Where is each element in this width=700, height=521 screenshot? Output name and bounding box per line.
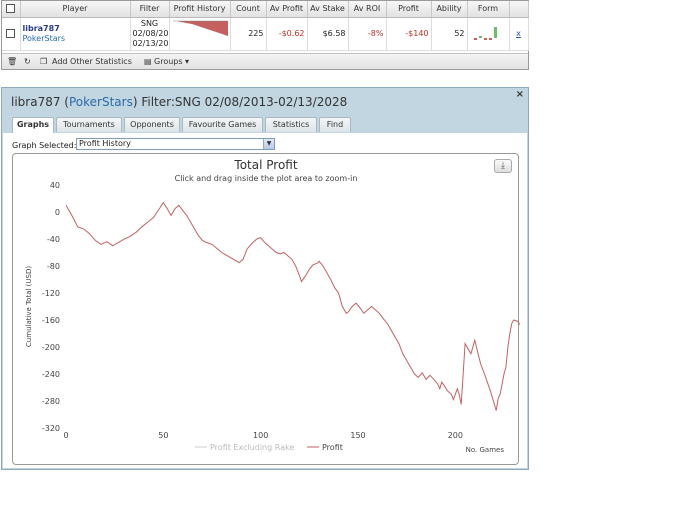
filter-cell: SNG 02/08/20 02/13/20 <box>130 17 170 51</box>
x-tick-label: 50 <box>158 431 168 440</box>
profit-history-sparkline <box>172 20 228 36</box>
column-header-av-roi[interactable]: Av ROI <box>348 1 387 18</box>
window-title-player: libra787 <box>11 95 61 109</box>
window-title-site[interactable]: PokerStars <box>68 95 133 109</box>
av-profit-value: -$0.62 <box>266 17 308 51</box>
legend-profit-excluding-rake: Profit Excluding Rake <box>210 443 294 452</box>
x-tick-label: 150 <box>350 431 365 440</box>
y-tick-label: -40 <box>47 235 60 244</box>
tab-opponents[interactable]: Opponents <box>124 117 180 132</box>
column-header-av-profit[interactable]: Av Profit <box>266 1 308 18</box>
y-tick-label: -320 <box>42 424 60 433</box>
tab-tournaments[interactable]: Tournaments <box>56 117 122 132</box>
player-cell[interactable]: libra787 PokerStars <box>20 17 131 51</box>
column-header-av-stake[interactable]: Av Stake <box>307 1 349 18</box>
column-header-profit-history[interactable]: Profit History <box>169 1 231 18</box>
chart-frame[interactable]: Total Profit Click and drag inside the pl… <box>12 153 520 466</box>
window-title: libra787 (PokerStars) Filter:SNG 02/08/2… <box>11 95 348 109</box>
groups-icon[interactable]: ▤ <box>144 57 152 66</box>
chevron-down-icon[interactable]: ▾ <box>185 57 190 66</box>
tab-find[interactable]: Find <box>319 117 351 132</box>
column-header-player[interactable]: Player <box>20 1 131 18</box>
close-icon[interactable]: × <box>515 89 524 100</box>
graph-selected-label: Graph Selected: <box>12 141 77 150</box>
profit-series-line <box>65 201 520 411</box>
player-graph-window: libra787 (PokerStars) Filter:SNG 02/08/2… <box>1 87 529 470</box>
x-axis-label: No. Games <box>466 446 505 454</box>
profit-value: -$140 <box>386 17 432 51</box>
column-header-form[interactable]: Form <box>467 1 510 18</box>
y-axis-label: Cumulative Total (USD) <box>25 266 33 347</box>
remove-row-link[interactable]: x <box>516 29 521 38</box>
ability-value: 52 <box>431 17 468 51</box>
graphs-tab-panel: Graph Selected: Profit History ▼ Total P… <box>3 133 527 468</box>
window-title-filter: Filter:SNG 02/08/2013-02/13/2028 <box>141 95 348 109</box>
y-tick-label: 40 <box>50 181 60 190</box>
add-statistics-icon[interactable]: ❐ <box>40 57 48 66</box>
player-name-link[interactable]: libra787 <box>22 23 60 33</box>
table-row[interactable]: libra787 PokerStars SNG 02/08/20 02/13/2… <box>2 17 529 51</box>
tab-favourite-games[interactable]: Favourite Games <box>182 117 263 132</box>
form-bars <box>474 26 497 40</box>
total-profit-chart[interactable]: Total Profit Click and drag inside the pl… <box>13 154 520 466</box>
tab-graphs[interactable]: Graphs <box>12 117 54 133</box>
y-tick-label: -200 <box>42 343 60 352</box>
y-tick-label: 0 <box>55 208 60 217</box>
remove-row-cell[interactable]: x <box>509 17 529 51</box>
av-roi-value: -8% <box>348 17 387 51</box>
y-tick-label: -240 <box>42 370 60 379</box>
y-tick-label: -80 <box>47 262 60 271</box>
x-tick-label: 200 <box>448 431 463 440</box>
filter-to: 02/13/20 <box>132 38 169 48</box>
groups-button[interactable]: Groups <box>154 57 183 66</box>
column-header-count[interactable]: Count <box>230 1 267 18</box>
x-tick-label: 0 <box>63 431 68 440</box>
stats-panel: Player Filter Profit History Count Av Pr… <box>1 0 529 70</box>
count-value: 225 <box>230 17 267 51</box>
graph-selected-dropdown[interactable]: Profit History ▼ <box>76 138 275 150</box>
chart-subtitle: Click and drag inside the plot area to z… <box>175 174 358 183</box>
chevron-down-icon[interactable]: ▼ <box>263 139 274 149</box>
graph-selected-value: Profit History <box>79 139 131 148</box>
stats-header-row: Player Filter Profit History Count Av Pr… <box>2 1 529 18</box>
column-header-ability[interactable]: Ability <box>431 1 468 18</box>
y-tick-label: -160 <box>42 316 60 325</box>
y-tick-label: -280 <box>42 397 60 406</box>
column-header-filter[interactable]: Filter <box>130 1 170 18</box>
add-other-statistics-button[interactable]: Add Other Statistics <box>52 57 132 66</box>
download-icon[interactable]: ⤓ <box>494 159 512 173</box>
stats-toolbar: 🗑 ↻ ❐ Add Other Statistics ▤ Groups ▾ <box>2 53 528 69</box>
refresh-icon[interactable]: ↻ <box>24 57 31 66</box>
trash-icon[interactable]: 🗑 <box>7 57 18 66</box>
select-all-checkbox[interactable] <box>6 4 16 14</box>
tab-statistics[interactable]: Statistics <box>265 117 317 132</box>
row-checkbox[interactable] <box>6 29 16 38</box>
column-header-remove <box>509 1 529 18</box>
filter-from: 02/08/20 <box>132 28 169 38</box>
av-stake-value: $6.58 <box>307 17 349 51</box>
stats-table: Player Filter Profit History Count Av Pr… <box>2 1 529 51</box>
chart-title: Total Profit <box>233 158 297 172</box>
y-tick-label: -120 <box>42 289 60 298</box>
player-site-link[interactable]: PokerStars <box>22 33 66 43</box>
legend-profit: Profit <box>322 443 343 452</box>
filter-type: SNG <box>140 18 159 28</box>
profit-history-sparkline-cell <box>169 17 231 51</box>
x-tick-label: 100 <box>253 431 268 440</box>
select-all-checkbox-cell[interactable] <box>2 1 21 18</box>
row-checkbox-cell[interactable] <box>2 17 21 51</box>
form-chart-cell <box>467 17 510 51</box>
column-header-profit[interactable]: Profit <box>386 1 432 18</box>
